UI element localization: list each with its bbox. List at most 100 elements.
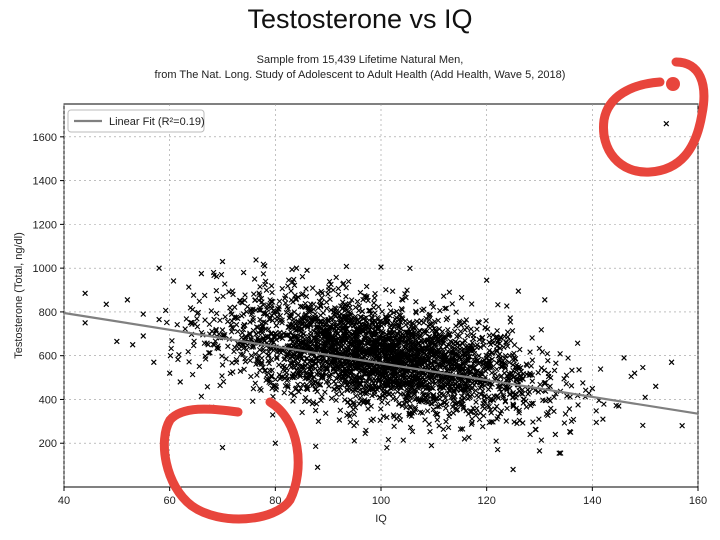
cloud-point — [252, 351, 259, 357]
cloud-point — [486, 351, 493, 357]
cloud-point — [468, 331, 475, 337]
cloud-point — [413, 298, 419, 305]
cloud-point — [410, 358, 417, 364]
cloud-point — [287, 312, 294, 319]
x-tick-label: 60 — [164, 495, 176, 507]
cloud-point — [190, 292, 197, 298]
cloud-point — [430, 358, 437, 365]
cloud-point — [497, 383, 503, 390]
cloud-point — [288, 288, 294, 294]
cloud-point — [299, 363, 306, 369]
cloud-point — [386, 391, 393, 397]
data-point — [272, 440, 279, 447]
cloud-point — [640, 364, 646, 371]
cloud-point — [330, 366, 337, 372]
cloud-point — [331, 312, 338, 319]
cloud-point — [368, 362, 375, 369]
cloud-point — [511, 419, 518, 425]
data-point — [261, 263, 268, 269]
cloud-point — [268, 283, 275, 289]
cloud-point — [231, 348, 237, 355]
cloud-point — [456, 368, 463, 374]
x-tick-label: 40 — [58, 495, 70, 507]
cloud-point — [444, 326, 451, 333]
cloud-point — [464, 324, 470, 331]
grid-lines — [63, 104, 699, 487]
data-point — [156, 316, 162, 323]
cloud-point — [420, 319, 427, 326]
cloud-point — [322, 410, 329, 416]
cloud-point — [212, 338, 219, 344]
cloud-point — [493, 438, 499, 444]
cloud-point — [256, 346, 263, 353]
cloud-point — [185, 284, 192, 290]
cloud-point — [285, 384, 291, 391]
cloud-point — [454, 351, 461, 358]
cloud-point — [507, 385, 513, 392]
cloud-point — [467, 393, 474, 399]
cloud-point — [248, 373, 254, 380]
cloud-point — [241, 297, 248, 304]
cloud-point — [343, 293, 349, 300]
cloud-point — [428, 300, 435, 306]
cloud-point — [545, 357, 551, 364]
cloud-point — [437, 383, 444, 389]
cloud-point — [528, 400, 535, 407]
cloud-point — [398, 385, 405, 391]
cloud-point — [557, 351, 563, 357]
data-point — [515, 288, 522, 294]
cloud-point — [426, 333, 433, 340]
cloud-point — [476, 360, 482, 367]
cloud-point — [425, 345, 431, 351]
cloud-point — [524, 362, 530, 369]
cloud-point — [290, 371, 297, 378]
cloud-point — [495, 301, 501, 308]
cloud-point — [319, 365, 326, 372]
cloud-point — [398, 391, 404, 398]
cloud-point — [388, 335, 395, 342]
cloud-point — [298, 292, 305, 298]
cloud-point — [458, 387, 464, 394]
cloud-point — [367, 351, 373, 358]
cloud-point — [257, 284, 263, 290]
cloud-point — [510, 401, 516, 407]
cloud-point — [310, 306, 317, 313]
cloud-point — [318, 288, 325, 295]
chart-title: Testosterone vs IQ — [247, 4, 473, 34]
cloud-point — [353, 376, 360, 383]
cloud-point — [310, 399, 317, 406]
cloud-point — [376, 325, 382, 332]
cloud-point — [274, 308, 281, 315]
cloud-point — [352, 304, 359, 311]
cloud-point — [196, 298, 203, 304]
cloud-point — [324, 347, 331, 354]
cloud-point — [348, 297, 355, 303]
cloud-point — [357, 368, 364, 374]
cloud-point — [409, 352, 415, 359]
cloud-point — [369, 356, 376, 362]
cloud-point — [262, 319, 269, 326]
cloud-point — [219, 373, 225, 379]
cloud-point — [375, 339, 381, 345]
data-point — [219, 444, 226, 451]
cloud-point — [304, 355, 310, 361]
cloud-point — [229, 288, 236, 294]
cloud-point — [482, 393, 488, 399]
cloud-point — [283, 373, 290, 379]
cloud-point — [389, 320, 396, 327]
cloud-point — [457, 328, 464, 335]
cloud-point — [389, 366, 395, 372]
cloud-point — [213, 287, 220, 294]
cloud-point — [258, 328, 264, 334]
cloud-point — [258, 359, 265, 366]
cloud-point — [290, 353, 296, 360]
cloud-point — [372, 369, 379, 376]
cloud-point — [454, 333, 460, 340]
cloud-point — [516, 417, 523, 424]
cloud-point — [323, 341, 330, 347]
cloud-point — [420, 362, 426, 368]
cloud-point — [456, 342, 463, 349]
cloud-point — [433, 411, 440, 418]
cloud-point — [234, 328, 241, 335]
cloud-point — [442, 364, 449, 370]
